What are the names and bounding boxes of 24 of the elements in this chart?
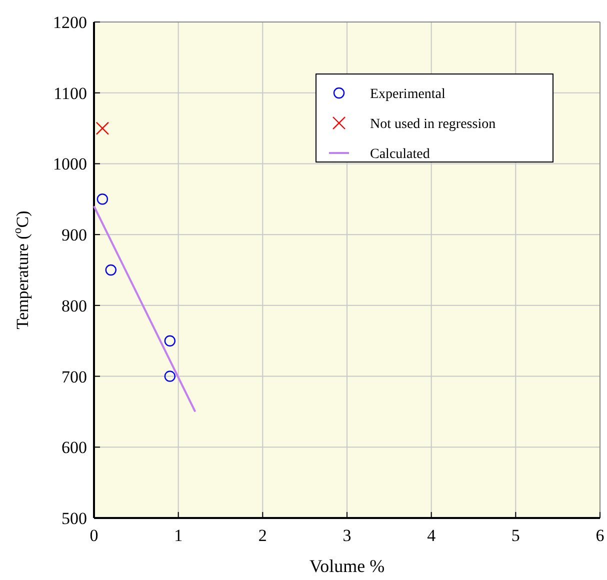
y-tick-label: 700 [62, 367, 87, 386]
x-tick-label: 0 [90, 526, 98, 545]
point [96, 194, 108, 205]
y-tick-label: 1200 [53, 13, 87, 32]
legend-label: Calculated [370, 147, 430, 162]
y-tick-label: 500 [62, 509, 87, 528]
x-tick-label: 2 [258, 526, 267, 545]
y-tick-label: 800 [62, 296, 87, 316]
y-tick-label: 900 [62, 226, 87, 245]
legend-label: Experimental [370, 87, 446, 102]
point [164, 335, 176, 346]
x-tick-label: 1 [174, 526, 183, 545]
y-tick-label: 600 [62, 438, 87, 458]
x-tick-label: 6 [596, 526, 604, 545]
point [164, 370, 176, 382]
point [105, 264, 116, 276]
y-tick-label: 1000 [53, 154, 87, 174]
x-axis-title: Volume % [309, 556, 385, 576]
x-tick-label: 3 [342, 526, 352, 545]
x-tick-label: 4 [427, 526, 436, 545]
y-tick-label: 1100 [54, 84, 87, 103]
x-tick-label: 5 [511, 526, 520, 545]
point [96, 122, 110, 135]
legend-label: Not used in regression [370, 117, 496, 132]
